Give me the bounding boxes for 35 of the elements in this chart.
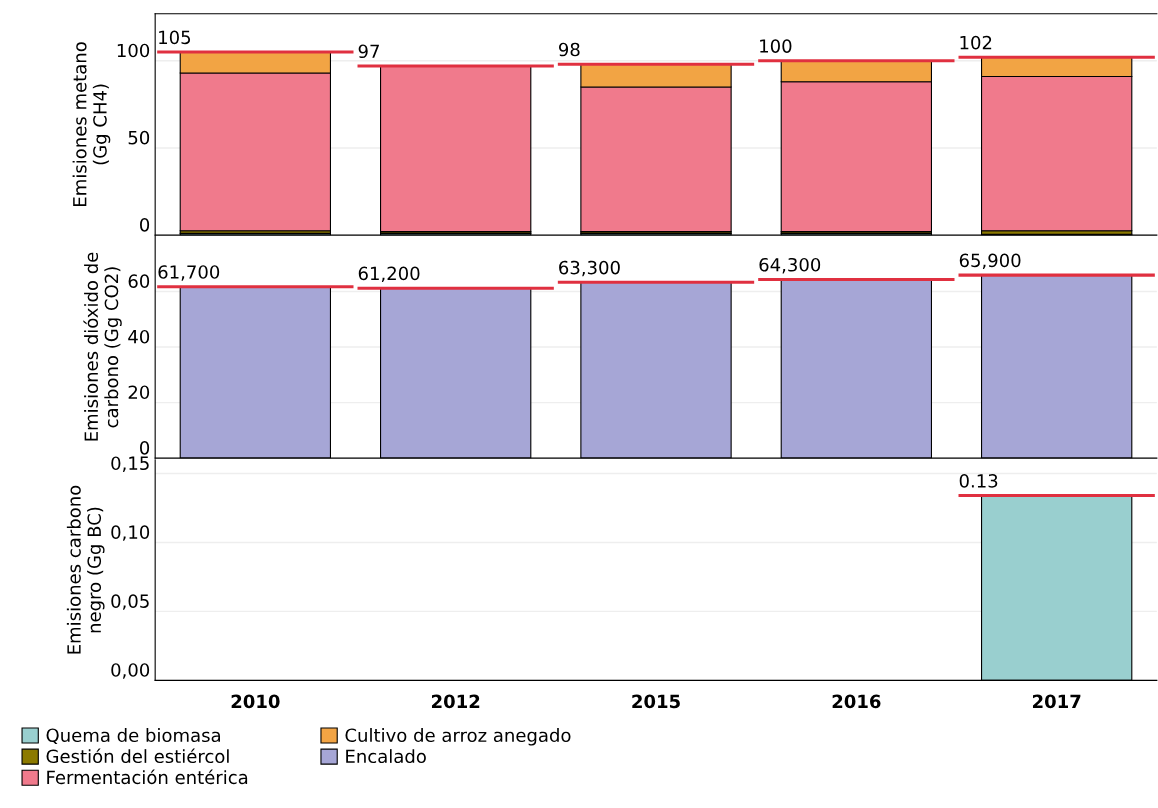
total-label: 65,900 <box>959 253 1021 269</box>
y-tick-label: 0,10 <box>111 525 150 541</box>
y-tick-label: 0,15 <box>111 456 149 472</box>
y-tick-label: 60 <box>128 274 150 288</box>
legend-label: Cultivo de arroz anegado <box>345 728 571 746</box>
x-tick-label: 2012 <box>431 694 480 709</box>
text: Encalado <box>346 749 426 764</box>
total-label: 102 <box>960 35 992 50</box>
y-tick-label: 40 <box>128 329 150 344</box>
total-label: 61,700 <box>158 265 220 281</box>
y-axis-title: Emisiones metano (Gg CH4) <box>72 42 111 206</box>
y-tick-label: 20 <box>128 385 150 400</box>
total-label: 63,300 <box>559 260 620 277</box>
x-tick-label: 2015 <box>632 694 680 709</box>
y-tick-label: 0 <box>140 440 150 455</box>
total-label: 100 <box>760 39 792 53</box>
y-tick-label: 100 <box>117 43 150 58</box>
y-axis-title: Emisiones dióxido de carbono (Gg CO2) <box>83 252 122 441</box>
total-label: 64,300 <box>759 257 821 274</box>
legend-label: Fermentación entérica <box>47 769 248 785</box>
y-tick-label: 0 <box>140 217 150 232</box>
y-tick-label: 0,00 <box>111 663 150 679</box>
total-label: 97 <box>358 44 379 59</box>
x-tick-label: 2017 <box>1032 694 1081 709</box>
legend-label: Gestión del estiércol <box>46 748 229 764</box>
y-axis-title: Emisiones carbono negro (Gg BC) <box>66 485 105 654</box>
x-tick-label: 2016 <box>832 694 881 709</box>
y-tick-label: 0,05 <box>111 594 149 610</box>
total-label: 105 <box>159 30 191 45</box>
legend-label: Quema de biomasa <box>46 728 220 745</box>
total-label: 61,200 <box>358 266 420 283</box>
total-label: 98 <box>558 42 580 57</box>
y-tick-label: 50 <box>128 130 150 145</box>
total-label: 0.13 <box>959 474 998 488</box>
x-tick-label: 2010 <box>231 694 280 709</box>
